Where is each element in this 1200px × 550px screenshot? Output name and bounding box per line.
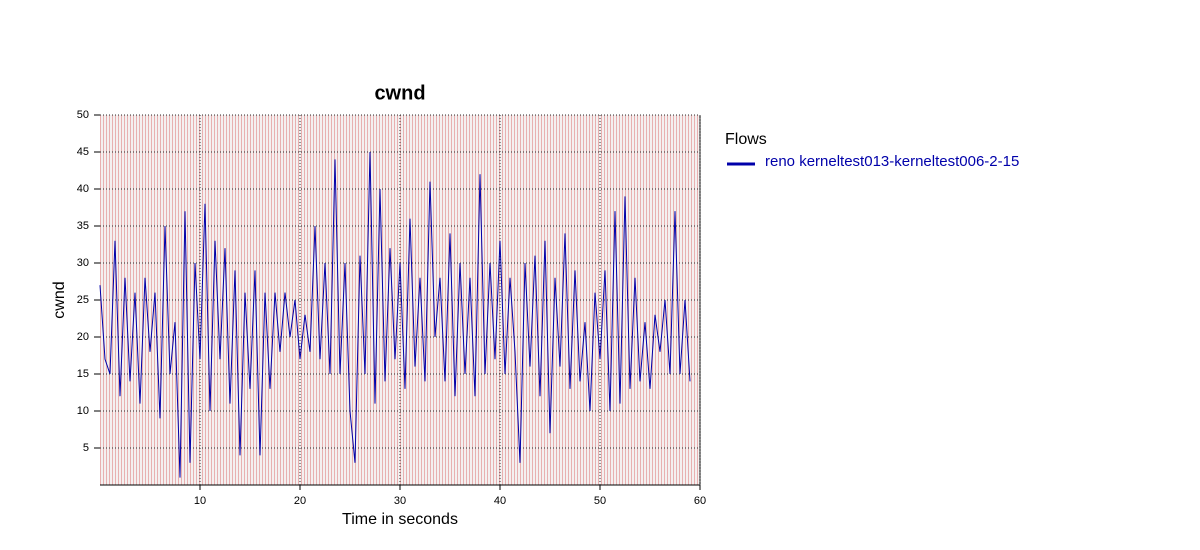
x-tick-label: 30 bbox=[394, 495, 406, 507]
x-axis-label: Time in seconds bbox=[342, 511, 458, 528]
data-line bbox=[99, 151, 691, 478]
x-tick-label: 50 bbox=[594, 495, 606, 507]
chart-title: cwnd bbox=[374, 82, 425, 104]
y-tick-label: 50 bbox=[77, 109, 89, 121]
x-tick-label: 10 bbox=[194, 495, 206, 507]
x-tick-label: 40 bbox=[494, 495, 506, 507]
y-axis-label: cwnd bbox=[51, 281, 68, 318]
legend-title: Flows bbox=[725, 131, 767, 148]
x-tick-label: 60 bbox=[694, 495, 706, 507]
x-tick-label: 20 bbox=[294, 495, 306, 507]
y-tick-label: 5 bbox=[83, 442, 89, 454]
y-tick-label: 45 bbox=[77, 146, 89, 158]
y-tick-label: 10 bbox=[77, 405, 89, 417]
y-tick-label: 35 bbox=[77, 220, 89, 232]
y-tick-label: 40 bbox=[77, 183, 89, 195]
y-tick-label: 30 bbox=[77, 257, 89, 269]
y-tick-label: 15 bbox=[77, 368, 89, 380]
legend-label: reno kerneltest013-kerneltest006-2-15 bbox=[765, 153, 1019, 170]
y-tick-label: 20 bbox=[77, 331, 89, 343]
y-tick-label: 25 bbox=[77, 294, 89, 306]
